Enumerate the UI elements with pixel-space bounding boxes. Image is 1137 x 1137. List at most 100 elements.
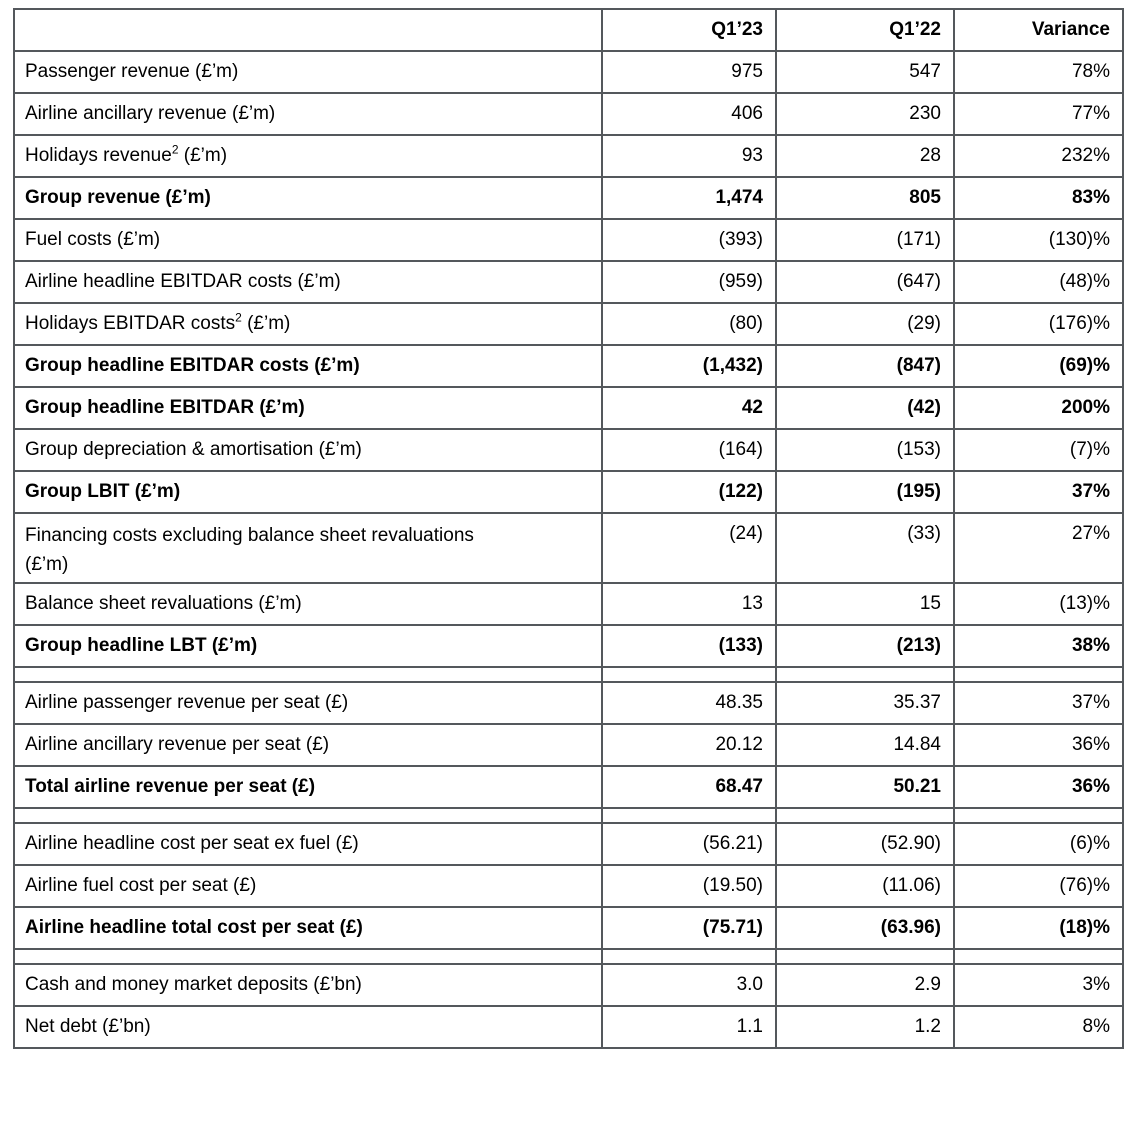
q1-22-value: (63.96) bbox=[775, 905, 955, 950]
q1-23-value: 1.1 bbox=[601, 1004, 777, 1049]
variance-value: (7)% bbox=[953, 428, 1124, 472]
column-header-q1-23: Q1’23 bbox=[601, 8, 777, 52]
q1-23-value: 3.0 bbox=[601, 962, 777, 1007]
q1-23-value: 975 bbox=[601, 50, 777, 94]
q1-22-value: 547 bbox=[775, 50, 955, 94]
table-row: Airline fuel cost per seat (£) (19.50) (… bbox=[13, 863, 1124, 908]
variance-value: (69)% bbox=[953, 344, 1124, 388]
row-label: Fuel costs (£’m) bbox=[13, 218, 603, 262]
q1-22-value: 28 bbox=[775, 134, 955, 178]
spacer-cell bbox=[953, 947, 1124, 965]
row-label: Group headline EBITDAR costs (£’m) bbox=[13, 344, 603, 388]
row-label: Airline headline EBITDAR costs (£’m) bbox=[13, 260, 603, 304]
q1-22-value: (213) bbox=[775, 623, 955, 668]
table-row: Airline headline cost per seat ex fuel (… bbox=[13, 821, 1124, 866]
table-row-total: Group headline EBITDAR costs (£’m) (1,43… bbox=[13, 344, 1124, 388]
variance-value: (76)% bbox=[953, 863, 1124, 908]
spacer-row bbox=[13, 806, 1124, 824]
variance-value: (48)% bbox=[953, 260, 1124, 304]
financial-results-table: Q1’23 Q1’22 Variance Passenger revenue (… bbox=[13, 8, 1124, 1049]
q1-22-value: (29) bbox=[775, 302, 955, 346]
q1-22-value: (52.90) bbox=[775, 821, 955, 866]
q1-23-value: (393) bbox=[601, 218, 777, 262]
row-label: Group revenue (£’m) bbox=[13, 176, 603, 220]
q1-23-value: (1,432) bbox=[601, 344, 777, 388]
table-row-total: Group headline EBITDAR (£’m) 42 (42) 200… bbox=[13, 386, 1124, 430]
q1-23-value: 48.35 bbox=[601, 680, 777, 725]
row-label: Airline ancillary revenue per seat (£) bbox=[13, 722, 603, 767]
variance-value: 200% bbox=[953, 386, 1124, 430]
q1-23-value: (19.50) bbox=[601, 863, 777, 908]
table-row: Balance sheet revaluations (£’m) 13 15 (… bbox=[13, 581, 1124, 626]
q1-23-value: 68.47 bbox=[601, 764, 777, 809]
q1-23-value: (959) bbox=[601, 260, 777, 304]
spacer-cell bbox=[775, 806, 955, 824]
column-header-empty bbox=[13, 8, 603, 52]
variance-value: 77% bbox=[953, 92, 1124, 136]
row-label-text: Holidays EBITDAR costs bbox=[25, 313, 236, 334]
q1-22-value: (847) bbox=[775, 344, 955, 388]
variance-value: 36% bbox=[953, 764, 1124, 809]
spacer-cell bbox=[601, 947, 777, 965]
table-row-total: Group LBIT (£’m) (122) (195) 37% bbox=[13, 470, 1124, 514]
q1-22-value: (11.06) bbox=[775, 863, 955, 908]
row-label: Group depreciation & amortisation (£’m) bbox=[13, 428, 603, 472]
q1-22-value: 50.21 bbox=[775, 764, 955, 809]
header-row: Q1’23 Q1’22 Variance bbox=[13, 8, 1124, 52]
variance-value: (18)% bbox=[953, 905, 1124, 950]
q1-22-value: 35.37 bbox=[775, 680, 955, 725]
row-label: Net debt (£’bn) bbox=[13, 1004, 603, 1049]
table-row: Cash and money market deposits (£’bn) 3.… bbox=[13, 962, 1124, 1007]
table-row: Holidays EBITDAR costs2 (£’m) (80) (29) … bbox=[13, 302, 1124, 346]
row-label-unit: (£’m) bbox=[178, 145, 228, 166]
variance-value: 37% bbox=[953, 470, 1124, 514]
q1-22-value: (647) bbox=[775, 260, 955, 304]
q1-23-value: 20.12 bbox=[601, 722, 777, 767]
spacer-cell bbox=[13, 947, 603, 965]
variance-value: 36% bbox=[953, 722, 1124, 767]
variance-value: (176)% bbox=[953, 302, 1124, 346]
variance-value: 27% bbox=[953, 512, 1124, 584]
table-row: Financing costs excluding balance sheet … bbox=[13, 512, 1124, 584]
q1-22-value: (153) bbox=[775, 428, 955, 472]
variance-value: 37% bbox=[953, 680, 1124, 725]
footnote-marker: 2 bbox=[171, 142, 179, 157]
row-label: Cash and money market deposits (£’bn) bbox=[13, 962, 603, 1007]
financial-results-table-container: Q1’23 Q1’22 Variance Passenger revenue (… bbox=[13, 8, 1124, 1049]
q1-23-value: (24) bbox=[601, 512, 777, 584]
q1-22-value: (33) bbox=[775, 512, 955, 584]
variance-value: (6)% bbox=[953, 821, 1124, 866]
q1-23-value: (75.71) bbox=[601, 905, 777, 950]
table-row: Fuel costs (£’m) (393) (171) (130)% bbox=[13, 218, 1124, 262]
table-row: Net debt (£’bn) 1.1 1.2 8% bbox=[13, 1004, 1124, 1049]
table-row: Airline ancillary revenue per seat (£) 2… bbox=[13, 722, 1124, 767]
spacer-cell bbox=[601, 665, 777, 683]
q1-23-value: 93 bbox=[601, 134, 777, 178]
q1-22-value: 1.2 bbox=[775, 1004, 955, 1049]
table-row-total: Group headline LBT (£’m) (133) (213) 38% bbox=[13, 623, 1124, 668]
q1-23-value: 406 bbox=[601, 92, 777, 136]
spacer-cell bbox=[953, 806, 1124, 824]
variance-value: 38% bbox=[953, 623, 1124, 668]
row-label: Holidays EBITDAR costs2 (£’m) bbox=[13, 302, 603, 346]
row-label: Airline ancillary revenue (£’m) bbox=[13, 92, 603, 136]
spacer-row bbox=[13, 665, 1124, 683]
spacer-cell bbox=[13, 665, 603, 683]
q1-22-value: (42) bbox=[775, 386, 955, 430]
row-label: Holidays revenue2 (£’m) bbox=[13, 134, 603, 178]
q1-23-value: 13 bbox=[601, 581, 777, 626]
table-row: Airline headline EBITDAR costs (£’m) (95… bbox=[13, 260, 1124, 304]
q1-23-value: 1,474 bbox=[601, 176, 777, 220]
q1-22-value: 2.9 bbox=[775, 962, 955, 1007]
row-label: Total airline revenue per seat (£) bbox=[13, 764, 603, 809]
variance-value: 83% bbox=[953, 176, 1124, 220]
table-row: Airline passenger revenue per seat (£) 4… bbox=[13, 680, 1124, 725]
q1-22-value: (195) bbox=[775, 470, 955, 514]
q1-23-value: 42 bbox=[601, 386, 777, 430]
table-row-total: Airline headline total cost per seat (£)… bbox=[13, 905, 1124, 950]
variance-value: (13)% bbox=[953, 581, 1124, 626]
column-header-q1-22: Q1’22 bbox=[775, 8, 955, 52]
spacer-cell bbox=[775, 665, 955, 683]
footnote-marker: 2 bbox=[235, 310, 242, 325]
variance-value: 78% bbox=[953, 50, 1124, 94]
